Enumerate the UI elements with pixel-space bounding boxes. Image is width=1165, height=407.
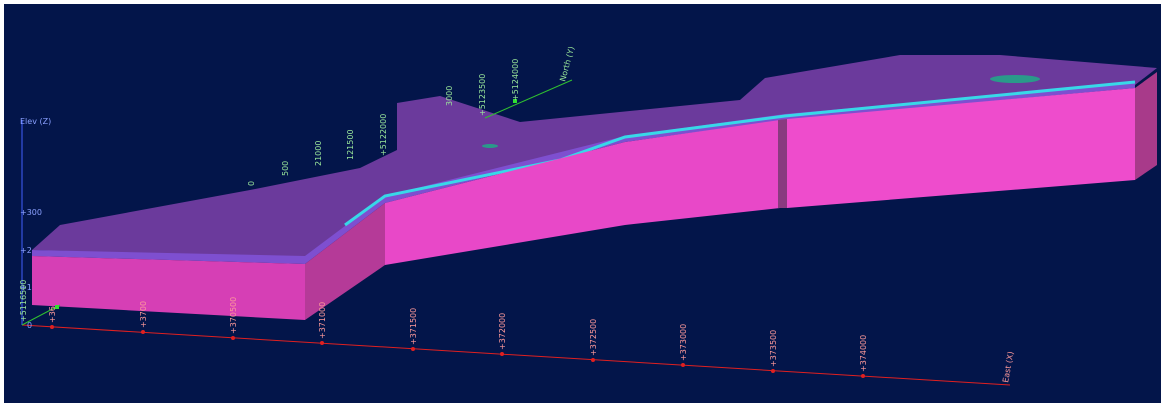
north-axis — [21, 304, 61, 326]
east-tick — [141, 330, 145, 334]
section-gap — [778, 119, 787, 208]
axis-title: Elev (Z) — [20, 117, 51, 126]
east-tick — [50, 325, 54, 329]
east-tick — [591, 358, 595, 362]
east-tick — [861, 374, 865, 378]
tick-label: +5123500 — [478, 74, 487, 116]
tick-label: 0 — [27, 321, 32, 330]
tick-label: +5124000 — [511, 59, 520, 101]
tick-label: 500 — [281, 161, 290, 176]
east-axis — [21, 324, 1011, 386]
north-tick — [55, 305, 59, 309]
front-face — [32, 256, 305, 320]
tick-label: 121500 — [346, 129, 355, 160]
tick-label: +372500 — [589, 319, 598, 356]
tick-label: +5122000 — [379, 114, 388, 156]
east-ticks — [50, 325, 865, 378]
east-tick — [231, 336, 235, 340]
tick-label: +2 — [20, 246, 32, 255]
east-tick — [320, 341, 324, 345]
tick-label: +371500 — [409, 308, 418, 345]
front-face — [625, 120, 780, 225]
front-face — [787, 88, 1135, 208]
tick-label: +36 — [48, 306, 57, 323]
surface-feature — [482, 144, 498, 148]
tick-label: 0 — [247, 181, 256, 186]
tick-label: +374000 — [859, 335, 868, 372]
east-tick — [681, 363, 685, 367]
side-face — [1135, 72, 1157, 180]
east-tick — [771, 369, 775, 373]
north-axis — [484, 79, 573, 119]
tick-label: +373000 — [679, 324, 688, 361]
surface-feature — [990, 75, 1040, 83]
tick-label: +5116500 — [19, 280, 28, 322]
tick-label: 21000 — [314, 141, 323, 166]
cyan-layer — [344, 80, 1136, 227]
tick-label: +371000 — [318, 302, 327, 339]
tick-label: +372000 — [498, 313, 507, 350]
east-tick — [411, 347, 415, 351]
tick-label: +3700 — [139, 301, 148, 328]
tick-label: +300 — [20, 208, 42, 217]
tick-label: +1 — [20, 283, 32, 292]
tick-label: +373500 — [769, 330, 778, 367]
tick-label: 3000 — [445, 86, 454, 106]
east-tick — [500, 352, 504, 356]
tick-label: +370500 — [229, 297, 238, 334]
side-face — [305, 203, 385, 320]
front-face — [385, 142, 625, 265]
north-tick — [513, 99, 517, 103]
